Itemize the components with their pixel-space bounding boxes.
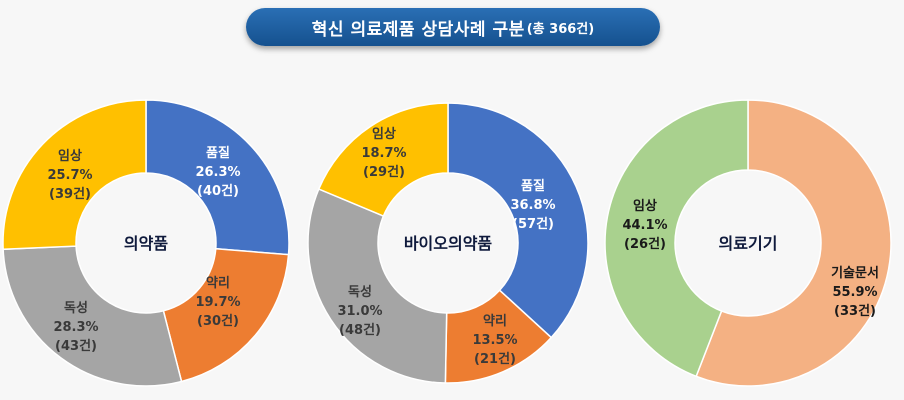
donut-chart: 품질 26.3% (40건) 약리 19.7% (30건) 독성 28.3% (43건) 임상 25…: [2, 99, 290, 387]
slice-label: 독성 31.0% (48건): [337, 285, 382, 338]
donut-chart: 품질 36.8% (57건) 약리 13.5% (21건) 독성 31.0% (48건) 임상 18…: [307, 102, 589, 384]
donut-slice: [447, 102, 589, 339]
chart-center-title: 의료기기: [719, 234, 778, 253]
donut-chart: 기술문서 55.9% (33건) 임상 44.1% (26건) 의료기기: [604, 99, 892, 387]
slice-label: 임상 44.1% (26건): [622, 199, 667, 252]
slice-label: 기술문서 55.9% (33건): [831, 266, 879, 319]
slice-label: 약리 19.7% (30건): [195, 275, 240, 329]
page-title: 혁신 의료제품 상담사례 구분: [311, 19, 525, 40]
slice-label: 약리 13.5% (21건): [472, 313, 517, 367]
title-banner: 혁신 의료제품 상담사례 구분 (총 366건): [246, 8, 660, 46]
slice-label: 품질 26.3% (40건): [195, 146, 240, 199]
donut-slice: [145, 99, 290, 256]
donut-slice: [695, 99, 892, 387]
donut-slice: [317, 102, 449, 217]
donut-slice: [604, 99, 749, 378]
slice-label: 품질 36.8% (57건): [510, 179, 555, 232]
chart-center-title: 의약품: [124, 234, 168, 253]
slice-label: 독성 28.3% (43건): [53, 301, 98, 354]
donut-slice: [307, 188, 448, 384]
chart-center-title: 바이오의약품: [404, 234, 493, 253]
slice-label: 임상 18.7% (29건): [361, 127, 406, 180]
donut-slice: [2, 245, 183, 387]
page-subtitle: (총 366건): [526, 21, 595, 37]
donut-slice: [2, 99, 147, 251]
donut-slice: [162, 247, 290, 383]
slice-label: 임상 25.7% (39건): [47, 149, 92, 202]
